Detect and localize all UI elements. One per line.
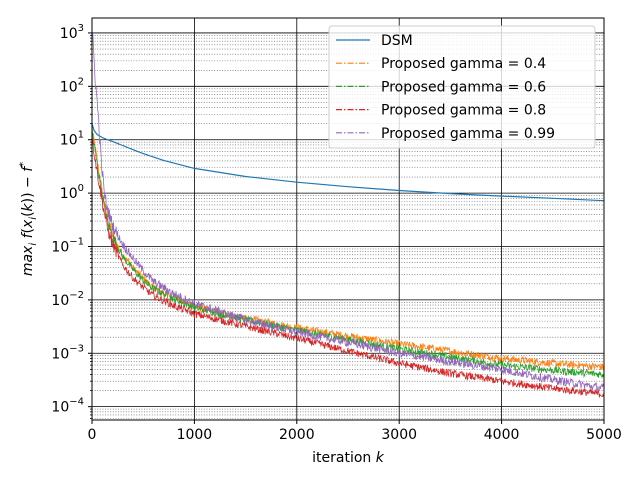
- legend-label: Proposed gamma = 0.4: [381, 56, 546, 72]
- legend-label: Proposed gamma = 0.99: [381, 126, 555, 142]
- x-tick-label: 0: [88, 427, 97, 443]
- y-tick-label: 103: [60, 23, 84, 42]
- x-axis-label: iteration k: [312, 450, 385, 466]
- legend-label: Proposed gamma = 0.8: [381, 103, 546, 119]
- y-tick-label: 10−4: [51, 397, 84, 416]
- x-tick-label: 5000: [586, 427, 622, 443]
- plot-frame: [91, 17, 605, 421]
- y-tick-label: 10−1: [51, 236, 84, 255]
- legend-label: DSM: [381, 33, 413, 49]
- series-line: [92, 126, 604, 379]
- y-tick-label: 10−2: [51, 290, 84, 309]
- series-line: [92, 31, 604, 393]
- y-axis: 103 102 101 100 10−1 10−2 10−3 10−4: [51, 23, 92, 419]
- legend-label: Proposed gamma = 0.6: [381, 79, 546, 95]
- y-axis-label: maxi f(xi(k)) − f*: [18, 162, 39, 276]
- x-tick-label: 3000: [381, 427, 417, 443]
- y-tick-label: 102: [60, 76, 84, 95]
- x-tick-label: 4000: [484, 427, 520, 443]
- series-line: [92, 123, 604, 202]
- x-tick-label: 1000: [177, 427, 213, 443]
- legend-box: [328, 25, 596, 149]
- y-tick-label: 101: [60, 130, 84, 149]
- y-tick-label: 100: [60, 183, 84, 202]
- x-tick-label: 2000: [279, 427, 315, 443]
- series-line: [92, 138, 604, 398]
- legend: DSM Proposed gamma = 0.4 Proposed gamma = …: [328, 25, 596, 149]
- series-layer: [92, 31, 604, 398]
- y-tick-label: 10−3: [51, 343, 84, 362]
- x-axis: 0 1000 2000 3000 4000 5000: [88, 420, 622, 443]
